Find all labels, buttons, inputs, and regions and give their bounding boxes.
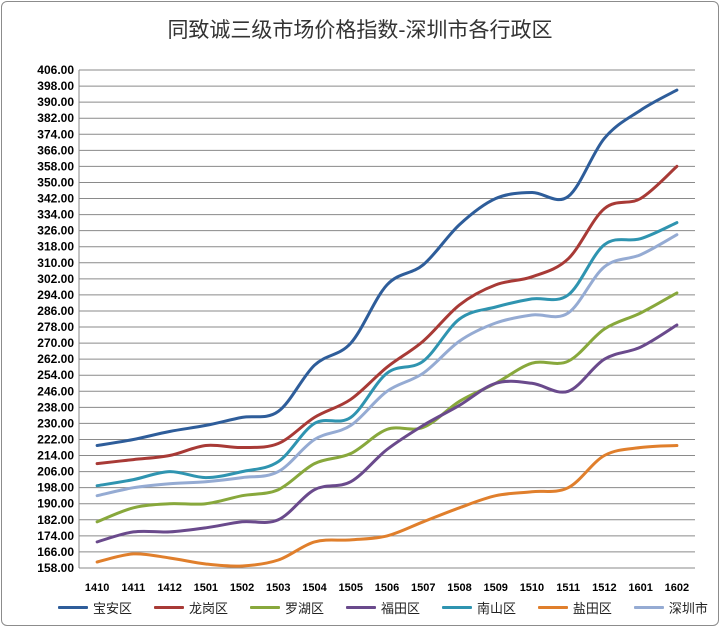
series-line-shenzhen: [95, 233, 679, 498]
y-tick-label: 350.00: [37, 175, 74, 189]
legend-label: 龙岗区: [188, 601, 228, 617]
series-line-longgang: [95, 164, 679, 466]
y-tick-label: 286.00: [37, 304, 74, 318]
legend-label: 深圳市: [668, 601, 708, 617]
x-tick-label: 1503: [266, 582, 290, 594]
y-tick-label: 158.00: [37, 561, 74, 575]
x-tick-label: 1509: [483, 582, 507, 594]
chart-title: 同致诚三级市场价格指数-深圳市各行政区: [167, 18, 553, 42]
y-tick-label: 214.00: [37, 449, 74, 463]
legend-swatch: [153, 605, 184, 609]
x-tick-label: 1505: [339, 582, 363, 594]
y-tick-label: 278.00: [37, 320, 74, 334]
legend-item-luohu: 罗湖区: [249, 598, 324, 617]
legend-swatch: [58, 605, 88, 609]
legend-item-longgang: 龙岗区: [153, 598, 228, 617]
y-tick-label: 206.00: [37, 465, 74, 479]
x-tick-label: 1502: [230, 582, 254, 594]
x-tick-label: 1508: [447, 582, 471, 594]
y-tick-label: 326.00: [37, 224, 74, 238]
legend-swatch: [441, 605, 472, 609]
x-tick-label: 1410: [85, 582, 109, 594]
y-tick-label: 190.00: [37, 497, 74, 511]
legend-item-baoan: 宝安区: [58, 598, 132, 617]
legend-item-yantian: 盐田区: [537, 598, 612, 617]
y-tick-label: 238.00: [37, 400, 74, 414]
y-tick-label: 342.00: [37, 192, 74, 206]
y-tick-label: 270.00: [37, 336, 74, 350]
y-tick-label: 318.00: [37, 240, 74, 254]
series-line-yantian: [95, 444, 679, 568]
y-tick-label: 174.00: [37, 529, 74, 543]
legend-swatch: [249, 605, 280, 609]
x-tick-label: 1512: [592, 582, 616, 594]
y-tick-label: 230.00: [37, 416, 74, 430]
x-tick-label: 1511: [556, 582, 580, 594]
legend-item-shenzhen: 深圳市: [633, 598, 708, 617]
y-tick-label: 166.00: [37, 545, 74, 559]
series-line-futian: [95, 323, 679, 544]
y-tick-label: 182.00: [37, 513, 74, 527]
legend-label: 盐田区: [572, 601, 612, 617]
y-tick-label: 222.00: [37, 432, 74, 446]
y-tick-label: 246.00: [37, 384, 74, 398]
legend-item-nanshan: 南山区: [441, 598, 516, 617]
legend-label: 福田区: [380, 601, 420, 617]
legend-swatch: [633, 605, 664, 609]
x-tick-label: 1412: [157, 582, 181, 594]
y-tick-label: 294.00: [37, 288, 74, 302]
y-tick-label: 262.00: [37, 352, 74, 366]
x-tick-label: 1411: [121, 582, 145, 594]
chart-legend: 宝安区 龙岗区 罗湖区 福田区 南山区 盐田区 深圳市: [58, 595, 708, 619]
x-tick-label: 1507: [411, 582, 435, 594]
x-tick-label: 1506: [375, 582, 399, 594]
y-tick-label: 398.00: [37, 79, 74, 93]
legend-swatch: [345, 605, 376, 609]
y-tick-label: 302.00: [37, 272, 74, 286]
series-line-baoan: [95, 88, 679, 447]
series-line-nanshan: [95, 221, 679, 488]
y-tick-label: 310.00: [37, 256, 74, 270]
x-tick-label: 1602: [665, 582, 689, 594]
series-line-luohu: [95, 291, 679, 524]
x-tick-label: 1501: [194, 582, 218, 594]
y-tick-label: 374.00: [37, 127, 74, 141]
x-tick-label: 1504: [302, 582, 327, 594]
y-tick-label: 254.00: [37, 368, 74, 382]
x-tick-label: 1601: [628, 582, 652, 594]
y-tick-label: 334.00: [37, 208, 74, 222]
y-tick-label: 198.00: [37, 481, 74, 495]
y-tick-label: 390.00: [37, 95, 74, 109]
x-tick-label: 1510: [520, 582, 544, 594]
y-tick-label: 382.00: [37, 111, 74, 125]
legend-item-futian: 福田区: [345, 598, 420, 617]
legend-label: 南山区: [476, 601, 516, 617]
y-tick-label: 366.00: [37, 143, 74, 157]
legend-swatch: [537, 605, 568, 609]
y-tick-label: 358.00: [37, 159, 74, 173]
legend-label: 罗湖区: [284, 601, 324, 617]
y-tick-label: 406.00: [37, 63, 74, 77]
legend-label: 宝安区: [93, 601, 133, 617]
